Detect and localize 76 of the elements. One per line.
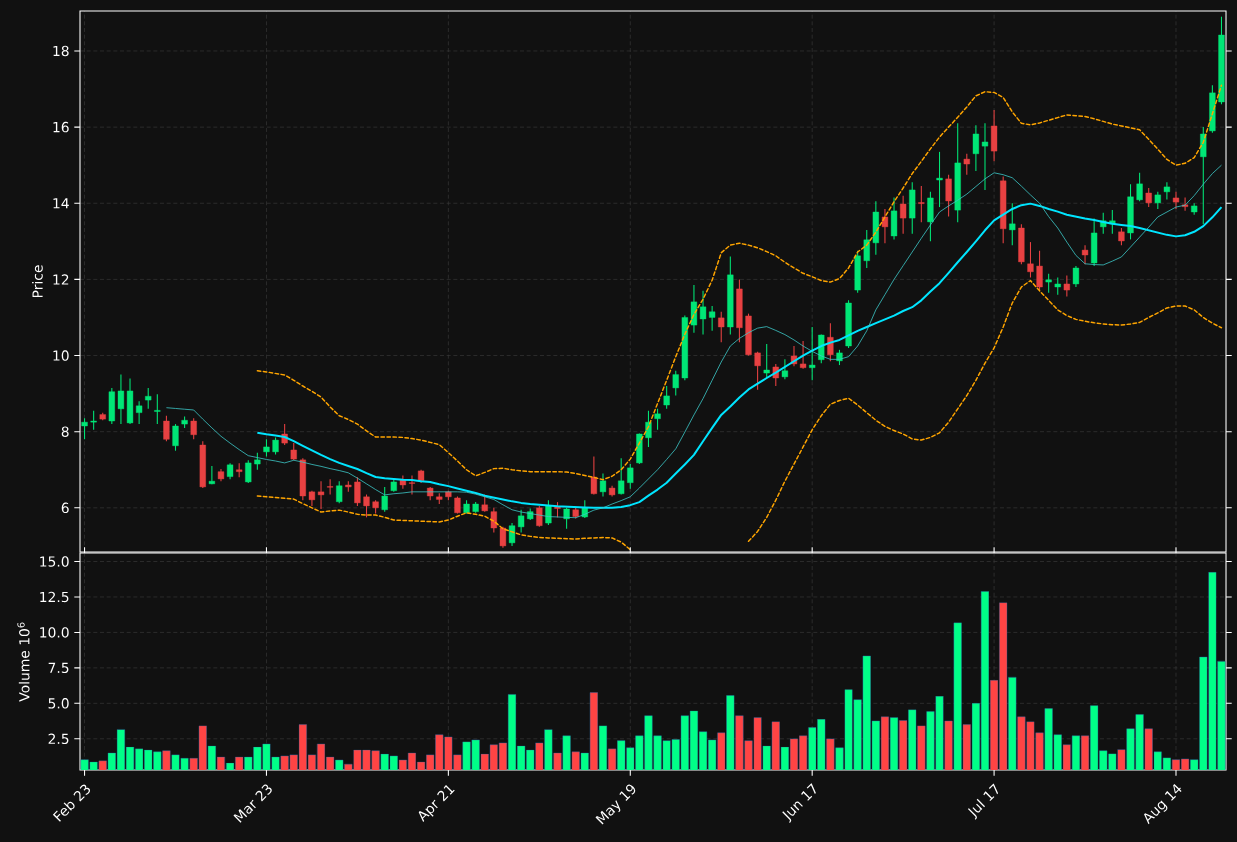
candlestick [490,507,497,534]
candlestick [163,415,170,442]
candlestick [1009,202,1016,246]
candlestick [1063,275,1070,298]
candlestick [1027,241,1034,279]
y-tick-label: 8 [61,426,69,437]
candlestick [336,480,343,504]
candlestick [172,423,179,452]
x-tick-label: Feb 23 [52,784,91,822]
candlestick [963,153,970,176]
y-tick-label: 5.0 [48,698,69,709]
candlestick [1072,265,1080,288]
candlestick [363,493,370,518]
candlestick [763,343,770,379]
y-tick-label: 12.5 [40,591,69,603]
y-axis-title: Price [32,265,43,298]
candlestick [827,322,834,362]
candlestick [972,124,980,172]
candlestick [145,387,152,410]
candlestick [90,410,97,431]
y-tick-label: 10.0 [40,627,69,638]
x-tick-label: Apr 21 [418,784,455,823]
candlestick [354,476,361,507]
candlestick [936,151,943,208]
y-tick-label: 12 [53,274,69,285]
candlestick [408,474,416,496]
candlestick [881,208,889,244]
candlestick [799,340,807,370]
candlestick [590,455,597,496]
candlestick [809,326,816,381]
candlestick [718,311,725,343]
candlestick [709,305,716,332]
candlestick [672,370,679,397]
candlestick [1145,187,1152,208]
candlestick [1045,273,1052,294]
candlestick [918,185,925,223]
candlestick [1036,250,1043,292]
y-axis-title: Volume 10$^{6}$ [17,622,30,702]
y-tick-label: 6 [61,502,69,514]
candlestick [981,122,989,191]
x-tick-label: Jun 17 [782,783,816,823]
candlestick [327,478,334,496]
candlestick [154,393,161,425]
candlestick [1136,172,1143,202]
candlestick [136,400,143,425]
candlestick [863,229,870,269]
candlestick [654,408,661,431]
y-tick-label: 15.0 [40,556,69,567]
candlestick [945,174,952,218]
y-tick-label: 2.5 [48,733,69,745]
candlestick [627,463,634,490]
y-tick-label: 16 [53,121,69,133]
candlestick [1200,126,1207,225]
candlestick [117,374,125,425]
candlestick [317,480,325,510]
candlestick [927,191,934,242]
candlestick [81,417,88,440]
candlestick [754,351,761,391]
candlestick [618,457,625,496]
candlestick [599,473,607,497]
x-tick-label: Mar 23 [233,784,272,823]
y-tick-label: 18 [53,45,69,57]
y-tick-label: 14 [53,198,69,209]
candlestick [1163,181,1171,200]
candlestick [545,499,552,526]
x-tick-label: Jul 17 [967,783,999,820]
y-tick-label: 10 [53,350,69,361]
candlestick [1172,191,1180,210]
candlestick [663,385,670,410]
candlestick [381,486,388,513]
candlestick [1081,244,1089,265]
candlestick [518,509,525,534]
y-tick-label: 7.5 [48,662,69,674]
candlestick [900,195,907,235]
candlestick [190,417,197,440]
candlestick [781,358,789,380]
